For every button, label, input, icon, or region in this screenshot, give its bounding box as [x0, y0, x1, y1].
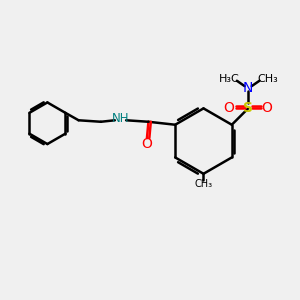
Text: O: O: [142, 137, 152, 151]
Text: O: O: [262, 101, 273, 116]
Text: S: S: [243, 101, 253, 116]
Text: N: N: [243, 81, 253, 94]
Text: H₃C: H₃C: [218, 74, 239, 84]
Text: O: O: [224, 101, 235, 116]
Text: NH: NH: [112, 112, 130, 125]
Text: CH₃: CH₃: [194, 179, 213, 189]
Text: CH₃: CH₃: [257, 74, 278, 84]
